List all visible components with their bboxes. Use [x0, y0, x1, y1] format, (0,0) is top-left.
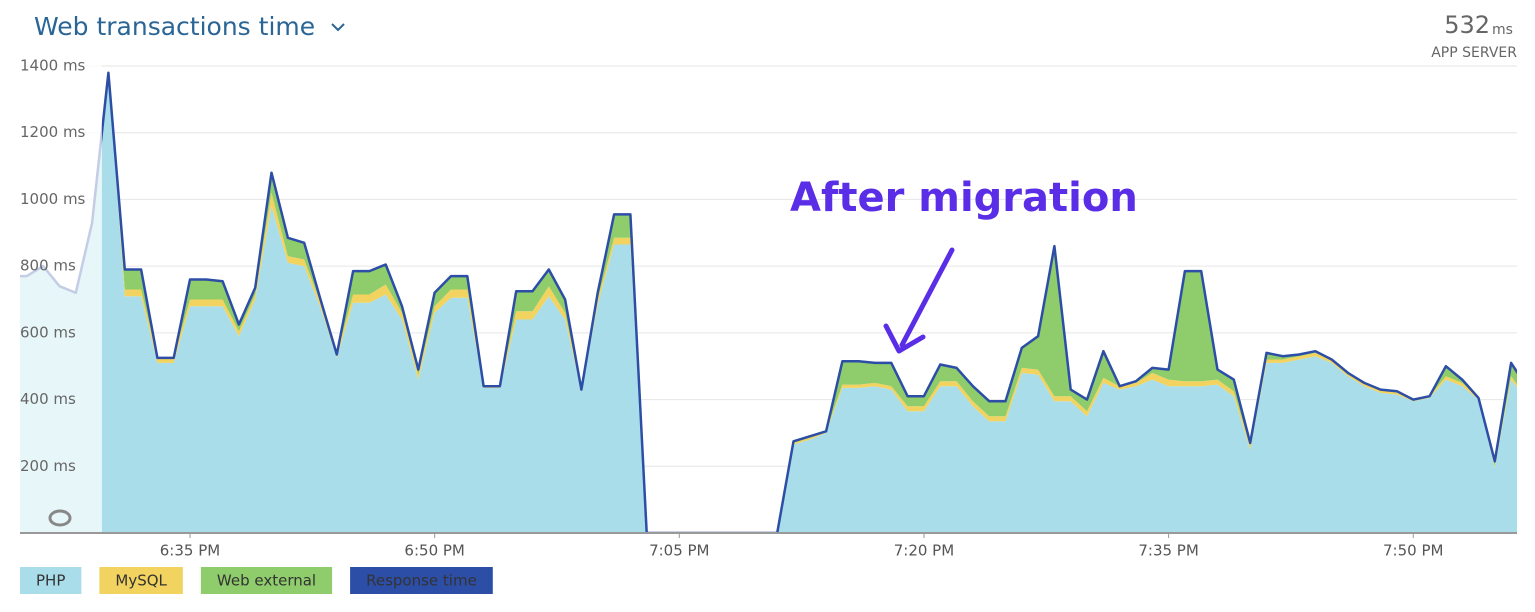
y-tick-label: 1200 ms: [20, 123, 86, 141]
y-tick-label: 400 ms: [20, 390, 76, 408]
legend-swatch: [20, 567, 82, 594]
x-tick-label: 7:35 PM: [1138, 542, 1198, 560]
y-tick-label: 1000 ms: [20, 190, 86, 208]
y-tick-label: 200 ms: [20, 457, 76, 475]
plot: [20, 50, 1517, 534]
y-tick-label: 800 ms: [20, 257, 76, 275]
legend-label: MySQL: [115, 572, 167, 590]
legend-item[interactable]: Web external: [200, 567, 333, 594]
x-tick-label: 7:20 PM: [894, 542, 954, 560]
eye-icon: [48, 509, 72, 527]
area: [20, 72, 1517, 533]
legend-label: Response time: [366, 572, 477, 590]
summary-unit: ms: [1492, 22, 1513, 38]
annotation-arrow: [883, 247, 955, 354]
faded-region: [20, 50, 102, 533]
y-tick-label: 600 ms: [20, 323, 76, 341]
legend-swatch: [200, 567, 333, 594]
summary-label: APP SERVER: [1431, 45, 1517, 61]
legend-swatch: [350, 567, 493, 594]
legend-label: PHP: [36, 572, 65, 590]
y-tick-label: 1400 ms: [20, 57, 86, 75]
area: [20, 72, 1517, 533]
legend-label: Web external: [217, 572, 316, 590]
chart-title: Web transactions time: [34, 12, 315, 41]
overlay: 200 ms 400 ms 600 ms 800 ms 1000 ms 1200 ms 14…: [20, 57, 1517, 594]
x-tick-label: 6:35 PM: [160, 542, 220, 560]
legend-swatch: [99, 567, 183, 594]
x-tick-label: 6:50 PM: [404, 542, 464, 560]
legend-item[interactable]: PHP: [20, 567, 82, 594]
legend-item[interactable]: MySQL: [99, 567, 183, 594]
x-tick-label: 7:05 PM: [649, 542, 709, 560]
title-chevron[interactable]: [331, 23, 345, 32]
legend-item[interactable]: Response time: [350, 567, 493, 594]
summary-value: 532: [1444, 11, 1490, 39]
x-tick-label: 7:50 PM: [1383, 542, 1443, 560]
annotation: After migration: [790, 175, 1138, 221]
